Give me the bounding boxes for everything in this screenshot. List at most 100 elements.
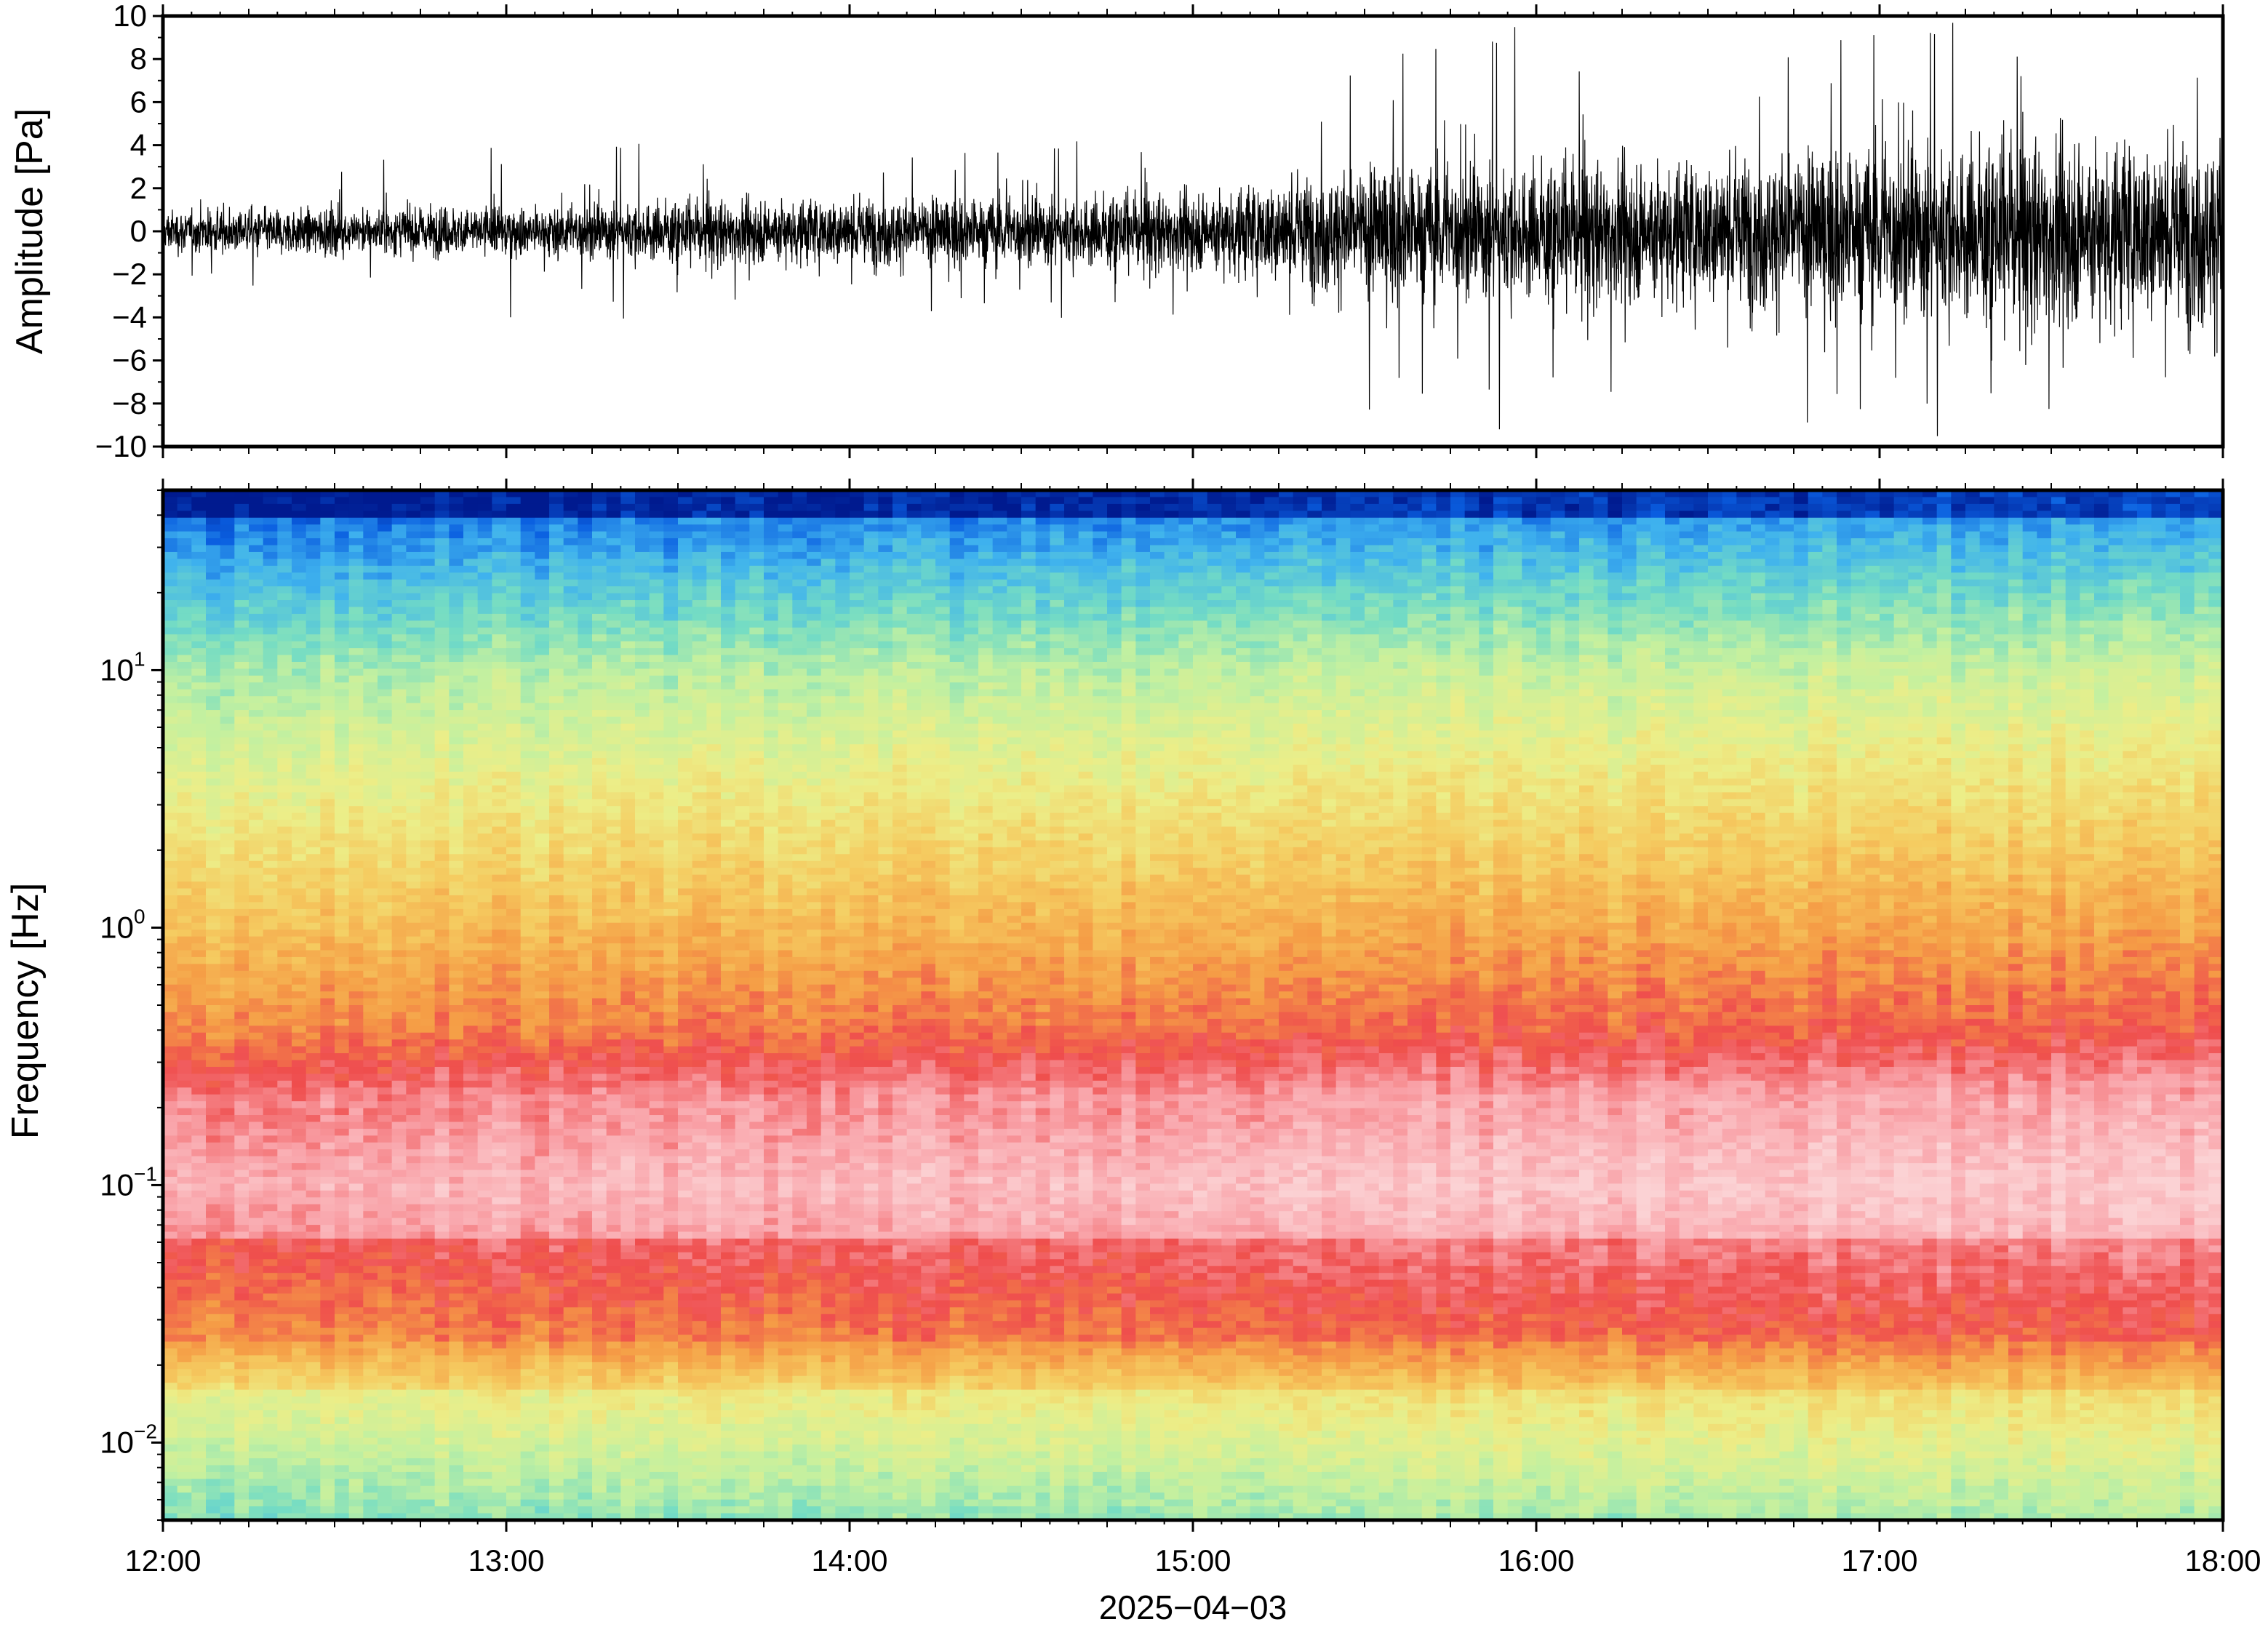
spectrogram-cell (191, 1019, 206, 1026)
spectrogram-cell (234, 1424, 249, 1431)
spectrogram-cell (177, 1383, 192, 1390)
spectrogram-cell (592, 751, 607, 759)
spectrogram-cell (234, 634, 249, 641)
spectrogram-cell (263, 937, 278, 944)
spectrogram-cell (492, 765, 506, 772)
spectrogram-cell (220, 1081, 235, 1088)
spectrogram-cell (549, 497, 564, 504)
spectrogram-cell (420, 971, 435, 978)
spectrogram-cell (163, 689, 177, 697)
spectrogram-cell (177, 751, 192, 759)
spectrogram-cell (363, 682, 378, 689)
spectrogram-cell (449, 538, 463, 545)
spectrogram-cell (578, 999, 592, 1006)
spectrogram-cell (564, 895, 578, 903)
spectrogram-cell (191, 524, 206, 532)
spectrogram-cell (363, 1053, 378, 1060)
spectrogram-cell (220, 1047, 235, 1054)
spectrogram-cell (521, 717, 535, 724)
spectrogram-cell (349, 552, 364, 559)
spectrogram-cell (306, 682, 321, 689)
spectrogram-cell (306, 882, 321, 889)
spectrogram-cell (578, 930, 592, 937)
spectrogram-cell (263, 772, 278, 779)
spectrogram-cell (420, 1053, 435, 1060)
spectrogram-cell (420, 580, 435, 587)
spectrogram-cell (277, 1122, 292, 1129)
spectrogram-cell (420, 724, 435, 731)
spectrogram-cell (492, 641, 506, 649)
spectrogram-cell (578, 772, 592, 779)
spectrogram-cell (320, 1149, 335, 1156)
spectrogram-cell (535, 1500, 549, 1507)
spectrogram-cell (549, 1355, 564, 1362)
spectrogram-cell (163, 772, 177, 779)
spectrogram-cell (564, 1486, 578, 1493)
spectrogram-cell (163, 1170, 177, 1178)
spectrogram-cell (378, 1197, 392, 1204)
spectrogram-cell (206, 1239, 220, 1246)
spectrogram-cell (234, 1465, 249, 1472)
spectrogram-cell (335, 1081, 349, 1088)
spectrogram-cell (249, 662, 263, 669)
spectrogram-cell (406, 682, 420, 689)
spectrogram-cell (163, 1438, 177, 1445)
spectrogram-cell (635, 545, 650, 553)
spectrogram-cell (320, 840, 335, 847)
spectrogram-cell (620, 978, 635, 985)
spectrogram-cell (249, 511, 263, 518)
spectrogram-cell (463, 1170, 478, 1178)
spectrogram-cell (378, 511, 392, 518)
spectrogram-cell (406, 730, 420, 737)
spectrogram-cell (277, 813, 292, 820)
spectrogram-cell (363, 1465, 378, 1472)
spectrogram-cell (435, 1259, 450, 1266)
spectrogram-cell (335, 1218, 349, 1226)
spectrogram-cell (306, 1053, 321, 1060)
spectrogram-cell (549, 930, 564, 937)
spectrogram-cell (549, 1396, 564, 1404)
spectrogram-cell (320, 991, 335, 999)
spectrogram-cell (206, 758, 220, 765)
spectrogram-cell (277, 668, 292, 676)
spectrogram-cell (620, 772, 635, 779)
spectrogram-cell (263, 1156, 278, 1164)
spectrogram-cell (506, 778, 521, 785)
spectrogram-cell (564, 1115, 578, 1122)
spectrogram-cell (506, 689, 521, 697)
spectrogram-cell (263, 1191, 278, 1198)
spectrogram-cell (206, 1129, 220, 1136)
spectrogram-cell (620, 628, 635, 635)
spectrogram-cell (620, 1396, 635, 1404)
spectrogram-cell (177, 724, 192, 731)
spectrogram-cell (549, 1047, 564, 1054)
spectrogram-cell (277, 1335, 292, 1342)
spectrogram-cell (191, 628, 206, 635)
spectrogram-cell (463, 1163, 478, 1170)
spectrogram-cell (306, 806, 321, 813)
spectrogram-cell (406, 1492, 420, 1500)
spectrogram-cell (378, 1143, 392, 1150)
spectrogram-cell (320, 1047, 335, 1054)
spectrogram-cell (263, 1183, 278, 1191)
spectrogram-cell (163, 778, 177, 785)
spectrogram-cell (234, 799, 249, 807)
spectrogram-cell (306, 614, 321, 621)
spectrogram-cell (578, 620, 592, 628)
spectrogram-cell (306, 1191, 321, 1198)
spectrogram-cell (263, 1204, 278, 1212)
spectrogram-cell (191, 1458, 206, 1466)
spectrogram-cell (249, 1177, 263, 1184)
spectrogram-cell (478, 1396, 492, 1404)
spectrogram-cell (263, 607, 278, 614)
spectrogram-cell (335, 792, 349, 799)
spectrogram-cell (406, 875, 420, 882)
spectrogram-cell (592, 991, 607, 999)
spectrogram-cell (335, 895, 349, 903)
spectrogram-cell (607, 689, 621, 697)
spectrogram-cell (249, 943, 263, 951)
spectrogram-cell (564, 765, 578, 772)
spectrogram-cell (335, 1163, 349, 1170)
spectrogram-cell (478, 943, 492, 951)
spectrogram-cell (363, 1101, 378, 1108)
